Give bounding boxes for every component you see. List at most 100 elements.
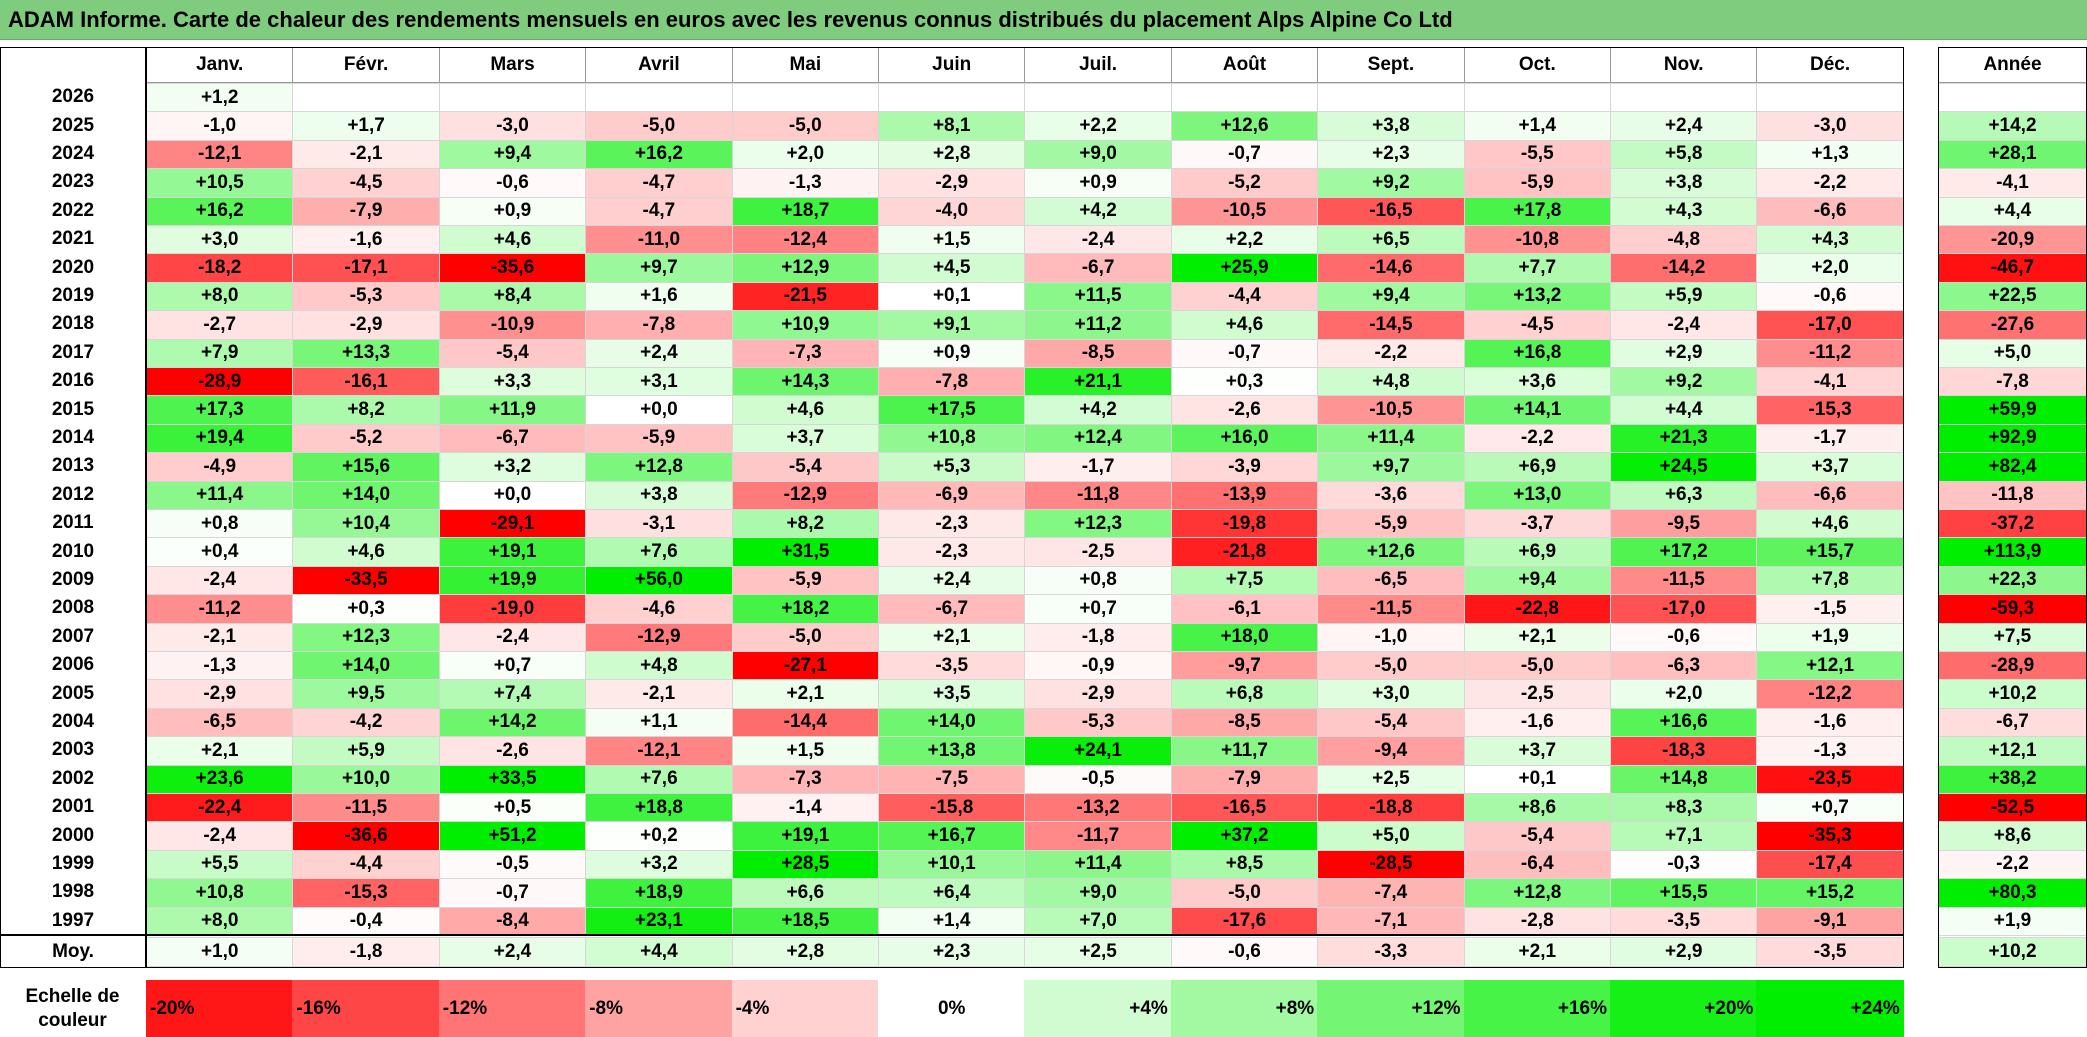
heatmap-cell: +2,1 — [146, 736, 294, 766]
heatmap-cell: +15,2 — [1756, 878, 1904, 908]
heatmap-cell: +7,1 — [1610, 821, 1758, 851]
average-cell: +2,8 — [731, 937, 879, 967]
heatmap-cell: -1,5 — [1756, 594, 1904, 624]
heatmap-cell: -5,5 — [1463, 139, 1611, 170]
heatmap-cell: +7,5 — [1170, 565, 1319, 596]
heatmap-cell: -36,6 — [292, 821, 440, 851]
year-label: 2001 — [51, 796, 95, 818]
annual-average-cell: +10,2 — [1938, 937, 2087, 967]
heatmap-cell: +1,4 — [1463, 111, 1611, 141]
heatmap-cell: -0,9 — [1024, 651, 1172, 681]
heatmap-cell: -5,3 — [1024, 707, 1172, 738]
heatmap-cell: -16,1 — [292, 367, 440, 397]
heatmap-cell: +4,2 — [1024, 395, 1172, 425]
heatmap-cell: +2,9 — [1610, 338, 1758, 368]
color-scale-swatch: -8% — [585, 980, 733, 1037]
heatmap-cell: -17,4 — [1756, 849, 1904, 880]
heatmap-cell: -4,4 — [1170, 281, 1319, 312]
heatmap-cell: +3,5 — [878, 679, 1026, 709]
heatmap-cell: +3,8 — [585, 480, 733, 510]
heatmap-cell: -2,4 — [146, 821, 294, 851]
average-cell: -3,5 — [1756, 937, 1904, 967]
heatmap-cell: -3,0 — [438, 111, 587, 141]
color-scale-swatch: -12% — [438, 980, 587, 1037]
heatmap-cell: -12,4 — [731, 225, 879, 255]
heatmap-cell: +6,9 — [1463, 452, 1611, 482]
month-header: Oct. — [1463, 47, 1611, 83]
heatmap-cell: +4,2 — [1024, 196, 1172, 226]
heatmap-cell: +2,1 — [878, 622, 1026, 652]
year-label: 2010 — [51, 540, 95, 562]
annual-cell: +59,9 — [1938, 395, 2087, 425]
heatmap-cell: -7,3 — [731, 764, 879, 794]
year-label: 1999 — [51, 852, 95, 874]
heatmap-cell: -5,0 — [731, 111, 879, 141]
heatmap-cell: -15,3 — [1756, 395, 1904, 425]
heatmap-cell: +3,7 — [731, 423, 879, 454]
heatmap-cell: +4,3 — [1756, 225, 1904, 255]
heatmap-cell: -0,7 — [1170, 338, 1319, 368]
annual-cell: -27,6 — [1938, 310, 2087, 340]
year-label: 2013 — [51, 455, 95, 477]
heatmap-cell: +23,6 — [146, 764, 294, 794]
heatmap-cell: -2,2 — [1756, 168, 1904, 198]
heatmap-cell: +3,2 — [585, 849, 733, 880]
heatmap-cell: +0,3 — [292, 594, 440, 624]
heatmap-cell: -18,8 — [1317, 793, 1465, 823]
heatmap-cell — [1610, 83, 1758, 113]
heatmap-cell: -3,5 — [878, 651, 1026, 681]
heatmap-cell: -2,4 — [1610, 310, 1758, 340]
heatmap-cell: -12,9 — [585, 622, 733, 652]
heatmap-cell: +7,7 — [1463, 253, 1611, 283]
heatmap-cell: +4,6 — [1170, 310, 1319, 340]
annual-cell: -11,8 — [1938, 480, 2087, 510]
year-label: 2017 — [51, 341, 95, 363]
annual-cell: +5,0 — [1938, 338, 2087, 368]
color-scale-swatch: -4% — [731, 980, 879, 1037]
heatmap-cell: +0,9 — [878, 338, 1026, 368]
annual-cell: -7,8 — [1938, 367, 2087, 397]
annual-cell: -52,5 — [1938, 793, 2087, 823]
heatmap-cell: +17,5 — [878, 395, 1026, 425]
heatmap-cell: +14,0 — [878, 707, 1026, 738]
heatmap-cell: -22,8 — [1463, 594, 1611, 624]
heatmap-cell: +19,9 — [438, 565, 587, 596]
annual-cell: +14,2 — [1938, 111, 2087, 141]
heatmap-cell: -13,2 — [1024, 793, 1172, 823]
heatmap-cell: -2,1 — [146, 622, 294, 652]
average-cell: +2,5 — [1024, 937, 1172, 967]
heatmap-cell: -6,6 — [1756, 480, 1904, 510]
heatmap-cell: +2,4 — [1610, 111, 1758, 141]
heatmap-cell: +8,2 — [731, 509, 879, 539]
heatmap-cell: -5,9 — [585, 423, 733, 454]
heatmap-cell — [1463, 83, 1611, 113]
heatmap-cell: -1,6 — [292, 225, 440, 255]
heatmap-cell: +17,2 — [1610, 537, 1758, 567]
heatmap-cell: +3,8 — [1610, 168, 1758, 198]
heatmap-cell: +2,0 — [1610, 679, 1758, 709]
heatmap-cell: +56,0 — [585, 565, 733, 596]
heatmap-cell: +16,2 — [585, 139, 733, 170]
heatmap-cell: +16,8 — [1463, 338, 1611, 368]
annual-cell: -2,2 — [1938, 849, 2087, 880]
heatmap-cell: +8,4 — [438, 281, 587, 312]
heatmap-cell: +5,8 — [1610, 139, 1758, 170]
color-scale-swatch: -20% — [146, 980, 294, 1037]
heatmap-cell: +6,4 — [878, 878, 1026, 908]
heatmap-cell: -1,6 — [1463, 707, 1611, 738]
heatmap-cell: +9,4 — [1317, 281, 1465, 312]
heatmap-cell: +3,0 — [146, 225, 294, 255]
heatmap-cell: +33,5 — [438, 764, 587, 794]
month-header: Août — [1170, 47, 1319, 83]
heatmap-cell: -4,5 — [292, 168, 440, 198]
heatmap-cell: -0,6 — [438, 168, 587, 198]
month-header: Mars — [438, 47, 587, 83]
heatmap-cell: +0,7 — [1024, 594, 1172, 624]
annual-cell: -59,3 — [1938, 594, 2087, 624]
heatmap-cell: +8,3 — [1610, 793, 1758, 823]
heatmap-cell: +2,8 — [878, 139, 1026, 170]
year-label: 2011 — [52, 512, 94, 534]
chart-title: ADAM Informe. Carte de chaleur des rende… — [8, 7, 1453, 32]
year-label: 2005 — [51, 682, 95, 704]
color-scale-swatch: +20% — [1610, 980, 1758, 1037]
